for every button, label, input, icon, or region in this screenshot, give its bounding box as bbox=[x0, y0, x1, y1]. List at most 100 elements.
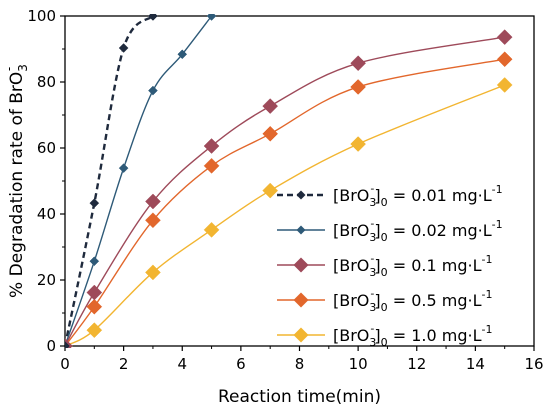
data-point bbox=[86, 298, 103, 315]
y-tick-label: 0 bbox=[46, 337, 56, 355]
y-tick-label: 80 bbox=[37, 73, 56, 91]
legend-marker bbox=[293, 327, 309, 343]
legend-text-sup: - bbox=[370, 322, 374, 335]
legend-text-sub: 3 bbox=[369, 336, 376, 349]
legend-text-sub: 3 bbox=[369, 196, 376, 209]
legend-text-part: [BrO bbox=[333, 291, 369, 310]
series-line bbox=[65, 15, 213, 347]
legend-text-part: ] bbox=[374, 186, 380, 205]
legend-label: [BrO3-]0 = 0.02 mg·L-1 bbox=[333, 217, 503, 244]
data-point bbox=[350, 79, 366, 95]
legend-text-sub: 0 bbox=[381, 336, 388, 349]
x-tick-label: 2 bbox=[119, 355, 129, 373]
legend-text-sup: -1 bbox=[481, 253, 492, 266]
series-line bbox=[65, 15, 154, 347]
legend-label: [BrO3-]0 = 0.1 mg·L-1 bbox=[333, 252, 492, 279]
x-tick-label: 4 bbox=[177, 355, 187, 373]
series-line bbox=[65, 58, 505, 347]
x-tick-label: 8 bbox=[295, 355, 305, 373]
legend-entry: [BrO3-]0 = 0.5 mg·L-1 bbox=[277, 287, 492, 314]
x-tick-label: 16 bbox=[524, 355, 543, 373]
legend-text-sup: -1 bbox=[492, 218, 503, 231]
data-point bbox=[89, 256, 100, 267]
plot-area bbox=[65, 14, 513, 348]
legend-text-sub: 3 bbox=[369, 266, 376, 279]
legend-text-sup: -1 bbox=[481, 323, 492, 336]
legend-text-part: ] bbox=[374, 221, 380, 240]
legend-entry: [BrO3-]0 = 0.1 mg·L-1 bbox=[277, 252, 492, 279]
legend-entry: [BrO3-]0 = 1.0 mg·L-1 bbox=[277, 322, 492, 349]
data-point bbox=[203, 138, 220, 154]
data-point bbox=[148, 14, 158, 21]
data-point bbox=[262, 98, 279, 114]
y-axis-title-sup: - bbox=[2, 67, 16, 71]
legend-text-part: = 0.1 mg·L bbox=[388, 256, 482, 275]
legend-text-part: [BrO bbox=[333, 186, 369, 205]
legend-text-part: ] bbox=[374, 326, 380, 345]
y-tick-label: 40 bbox=[37, 205, 56, 223]
legend-text-sub: 0 bbox=[381, 231, 388, 244]
data-point bbox=[148, 85, 158, 96]
data-point bbox=[118, 163, 129, 173]
legend-text-sup: - bbox=[370, 287, 374, 300]
data-point bbox=[350, 136, 366, 152]
legend-marker bbox=[293, 292, 309, 308]
y-axis-title-sub: 3 bbox=[16, 64, 30, 72]
data-point bbox=[86, 284, 103, 301]
legend-text-part: [BrO bbox=[333, 326, 369, 345]
x-tick-label: 0 bbox=[60, 355, 70, 373]
data-point bbox=[350, 55, 366, 72]
legend-text-part: [BrO bbox=[333, 221, 369, 240]
y-axis-title-main: % Degradation rate of BrO bbox=[7, 72, 27, 298]
y-tick-label: 20 bbox=[37, 271, 56, 289]
data-point bbox=[86, 322, 103, 339]
data-point bbox=[203, 157, 220, 174]
legend-text-part: = 0.01 mg·L bbox=[388, 186, 492, 205]
y-tick-label: 60 bbox=[37, 139, 56, 157]
x-tick-label: 12 bbox=[407, 355, 426, 373]
data-point bbox=[145, 193, 161, 210]
data-point bbox=[496, 29, 513, 45]
data-point bbox=[206, 14, 217, 21]
legend-text-part: = 0.02 mg·L bbox=[388, 221, 492, 240]
legend-text-sup: - bbox=[370, 182, 374, 195]
data-point bbox=[145, 264, 161, 281]
legend-text-sup: -1 bbox=[481, 288, 492, 301]
legend-marker bbox=[296, 225, 306, 235]
y-axis-title: % Degradation rate of BrO3- bbox=[2, 64, 30, 298]
data-point bbox=[203, 221, 220, 238]
legend-text-sup: - bbox=[370, 252, 374, 265]
legend-entry: [BrO3-]0 = 0.01 mg·L-1 bbox=[277, 182, 503, 209]
legend-text-sup: -1 bbox=[492, 183, 503, 196]
legend-text-part: ] bbox=[374, 291, 380, 310]
data-point bbox=[262, 182, 279, 199]
legend-text-part: = 1.0 mg·L bbox=[388, 326, 482, 345]
legend-text-part: [BrO bbox=[333, 256, 369, 275]
legend-text-part: ] bbox=[374, 256, 380, 275]
data-point bbox=[496, 51, 513, 68]
legend-text-sub: 3 bbox=[369, 301, 376, 314]
data-point bbox=[89, 198, 100, 208]
legend-text-part: = 0.5 mg·L bbox=[388, 291, 482, 310]
legend-text-sub: 0 bbox=[381, 301, 388, 314]
x-axis-title: Reaction time(min) bbox=[218, 387, 381, 407]
x-tick-label: 10 bbox=[349, 355, 368, 373]
legend-marker bbox=[296, 190, 306, 200]
legend-marker bbox=[293, 257, 309, 273]
x-tick-label: 6 bbox=[236, 355, 246, 373]
legend-text-sub: 3 bbox=[369, 231, 376, 244]
legend-text-sup: - bbox=[370, 217, 374, 230]
legend-text-sub: 0 bbox=[381, 266, 388, 279]
legend-text-sub: 0 bbox=[381, 196, 388, 209]
data-point bbox=[118, 43, 129, 53]
data-point bbox=[496, 77, 513, 93]
data-point bbox=[145, 212, 161, 229]
legend-label: [BrO3-]0 = 0.5 mg·L-1 bbox=[333, 287, 492, 314]
legend-entry: [BrO3-]0 = 0.02 mg·L-1 bbox=[277, 217, 503, 244]
legend-label: [BrO3-]0 = 0.01 mg·L-1 bbox=[333, 182, 503, 209]
data-point bbox=[177, 49, 188, 60]
legend-label: [BrO3-]0 = 1.0 mg·L-1 bbox=[333, 322, 492, 349]
data-point bbox=[65, 341, 70, 348]
